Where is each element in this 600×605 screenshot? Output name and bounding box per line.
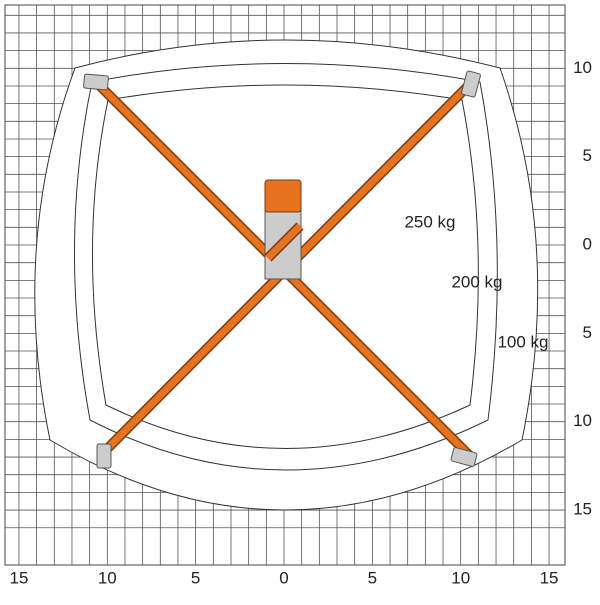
zone-label: 250 kg — [404, 212, 455, 231]
pad — [96, 443, 112, 469]
zone-label: 100 kg — [497, 332, 548, 351]
pad — [461, 70, 481, 98]
x-axis-label: 0 — [279, 568, 288, 587]
pad — [83, 73, 109, 91]
arm — [265, 223, 303, 261]
y-axis-label: 5 — [583, 323, 592, 342]
labels: 15 10 5 0 5 10 15 10 5 0 5 10 15 250 kg 200 kg 100 kg — [9, 58, 592, 588]
pad — [450, 447, 478, 467]
x-axis-label: 10 — [98, 568, 117, 587]
y-axis-label: 0 — [583, 234, 592, 253]
x-axis-label: 10 — [451, 568, 470, 587]
x-axis-label: 15 — [540, 568, 559, 587]
y-axis-label: 5 — [583, 146, 592, 165]
y-axis-label: 10 — [573, 58, 592, 77]
zone-label: 200 kg — [451, 272, 502, 291]
x-axis-label: 5 — [191, 568, 200, 587]
y-axis-label: 15 — [573, 500, 592, 519]
y-axis-label: 10 — [573, 411, 592, 430]
x-axis-label: 15 — [9, 568, 28, 587]
cab — [264, 179, 302, 213]
x-axis-label: 5 — [368, 568, 377, 587]
